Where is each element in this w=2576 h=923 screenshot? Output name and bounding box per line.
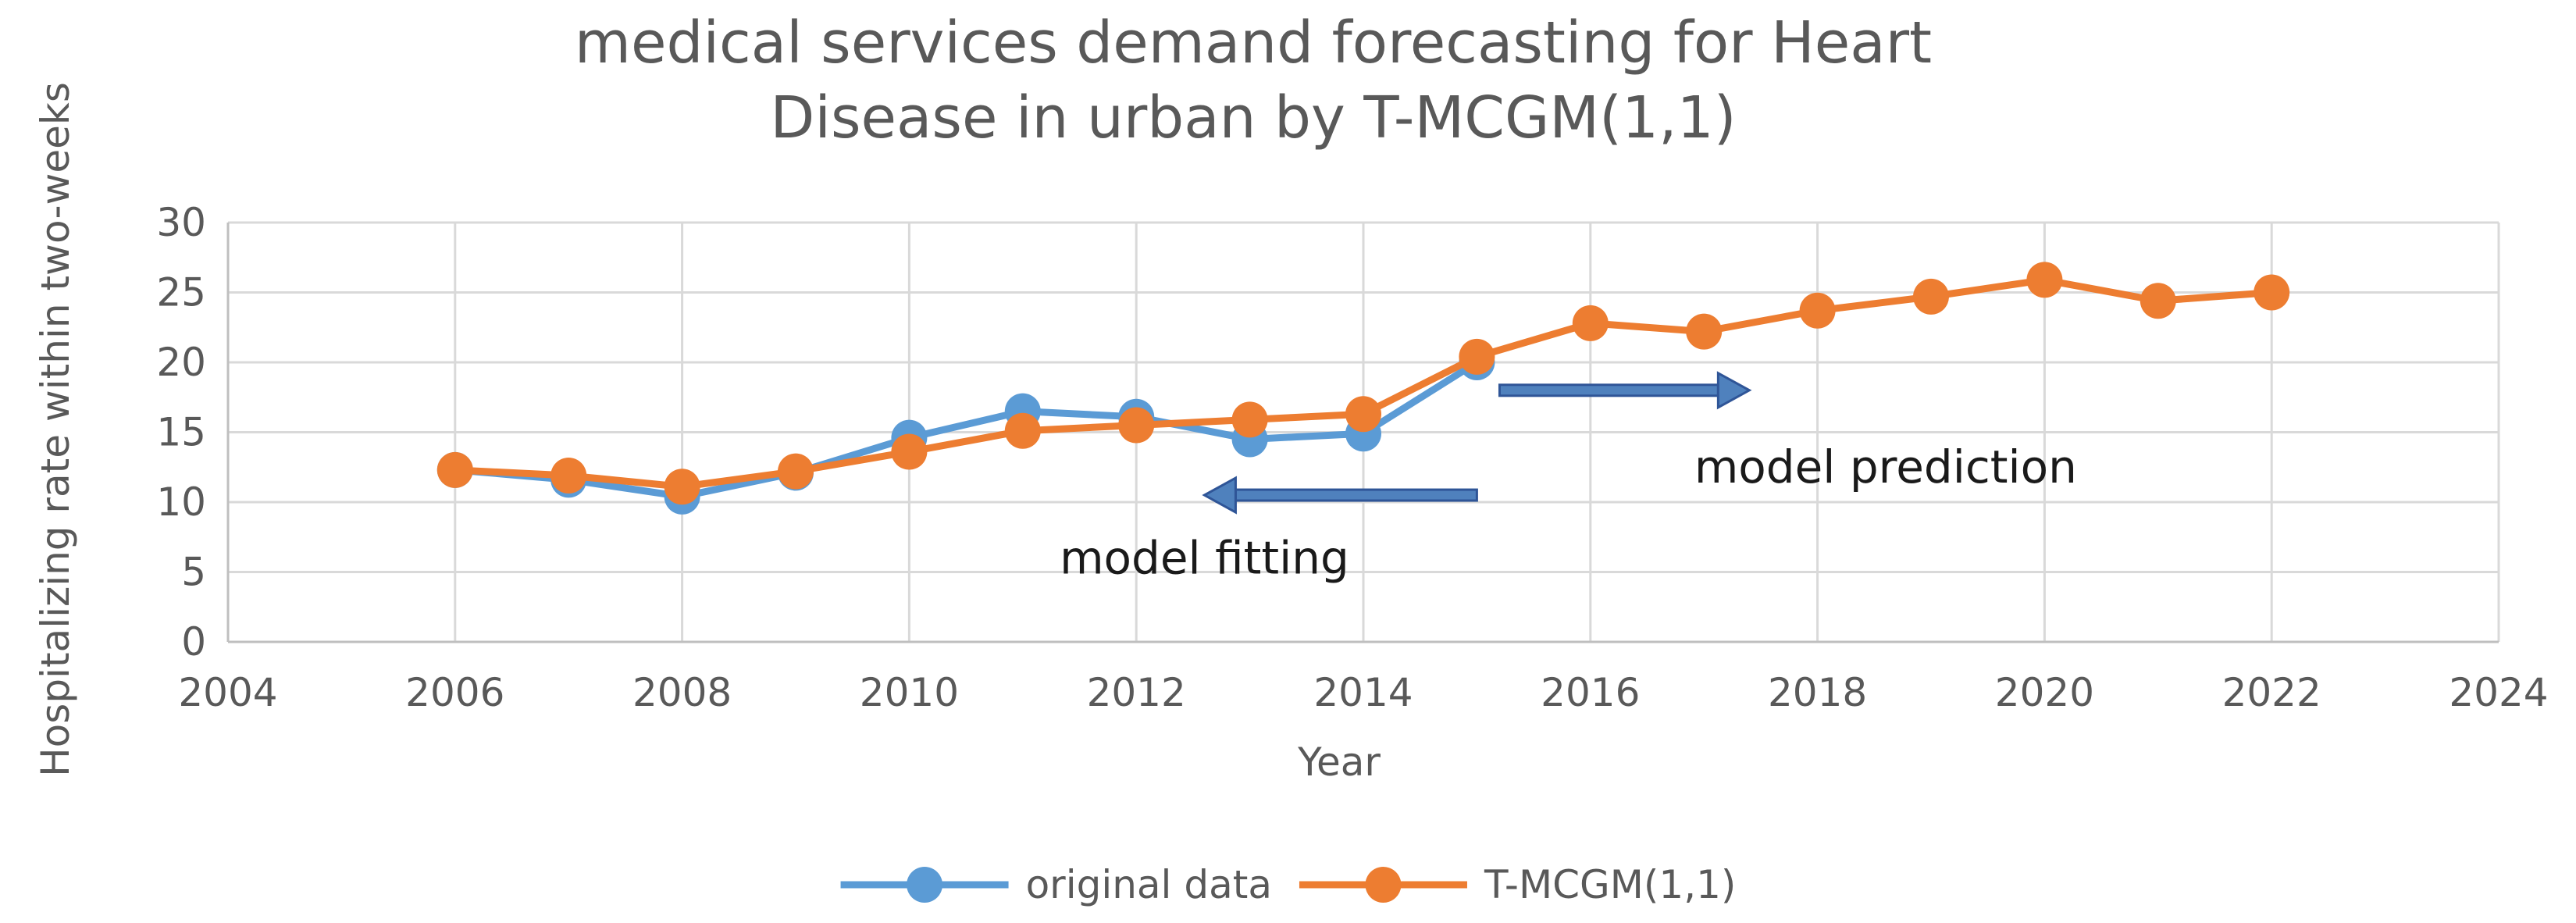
y-tick-labels: 0 5 10 15 20 25 30 [156,200,206,665]
series-line [454,359,1479,501]
x-tick-label: 2020 [1995,670,2094,715]
x-tick-label: 2012 [1087,670,1186,715]
arrow-head [1202,476,1237,515]
data-point [2026,262,2063,298]
legend-label: original data [1026,862,1272,907]
x-tick-label: 2008 [632,670,732,715]
y-tick-label: 5 [181,550,206,595]
y-axis-title: Hospitalizing rate within two-weeks [33,82,78,777]
grid [228,221,2500,642]
data-point [1345,396,1381,433]
series-t-mcgm [436,262,2290,505]
data-point [664,469,700,505]
annotation-label: model prediction [1694,440,2077,494]
y-tick-label: 15 [156,410,206,455]
data-point [1231,401,1268,438]
data-point [2140,283,2176,319]
y-tick-label: 0 [181,619,206,665]
chart-title: medical services demand forecasting for … [575,9,1932,151]
x-tick-label: 2010 [860,670,959,715]
data-point [1459,338,1495,375]
arrow-shaft [1234,488,1478,502]
y-tick-label: 25 [156,270,206,315]
x-tick-label: 2022 [2222,670,2321,715]
data-point [778,453,814,490]
chart-title-line-1: medical services demand forecasting for … [575,9,1932,77]
x-tick-label: 2016 [1541,670,1640,715]
arrow-head [1716,371,1752,410]
data-point [436,451,473,488]
legend-item-original-data: original data [840,862,1272,907]
annotations: model fitting model prediction [1060,371,2077,584]
legend: original data T-MCGM(1,1) [840,862,1736,907]
data-point [1799,292,1836,329]
x-tick-label: 2024 [2449,670,2548,715]
data-point [1572,305,1609,341]
annotation-model-fitting: model fitting [1060,476,1478,584]
data-point [2254,274,2290,311]
y-tick-label: 10 [156,479,206,525]
annotation-model-prediction: model prediction [1498,371,2077,494]
data-point [891,433,928,470]
x-tick-label: 2014 [1313,670,1413,715]
y-tick-label: 30 [156,200,206,245]
data-series [436,262,2290,515]
legend-item-t-mcgm: T-MCGM(1,1) [1299,862,1736,907]
x-tick-label: 2006 [405,670,504,715]
x-tick-labels: 2004 2006 2008 2010 2012 2014 2016 2018 2020 2022… [178,670,2548,715]
legend-swatch-marker [1365,867,1402,903]
data-point [1004,412,1041,449]
legend-label: T-MCGM(1,1) [1484,862,1736,907]
y-tick-label: 20 [156,340,206,385]
data-point [550,457,587,494]
legend-swatch-marker [907,867,943,903]
annotation-label: model fitting [1060,531,1349,584]
axes [226,223,2499,643]
data-point [1686,313,1723,350]
x-tick-label: 2004 [178,670,277,715]
chart-title-line-2: Disease in urban by T-MCGM(1,1) [770,84,1736,151]
arrow-shaft [1498,383,1719,397]
x-axis-title: Year [1297,739,1381,785]
data-point [1118,407,1155,444]
x-tick-label: 2018 [1768,670,1867,715]
data-point [1913,278,1949,315]
